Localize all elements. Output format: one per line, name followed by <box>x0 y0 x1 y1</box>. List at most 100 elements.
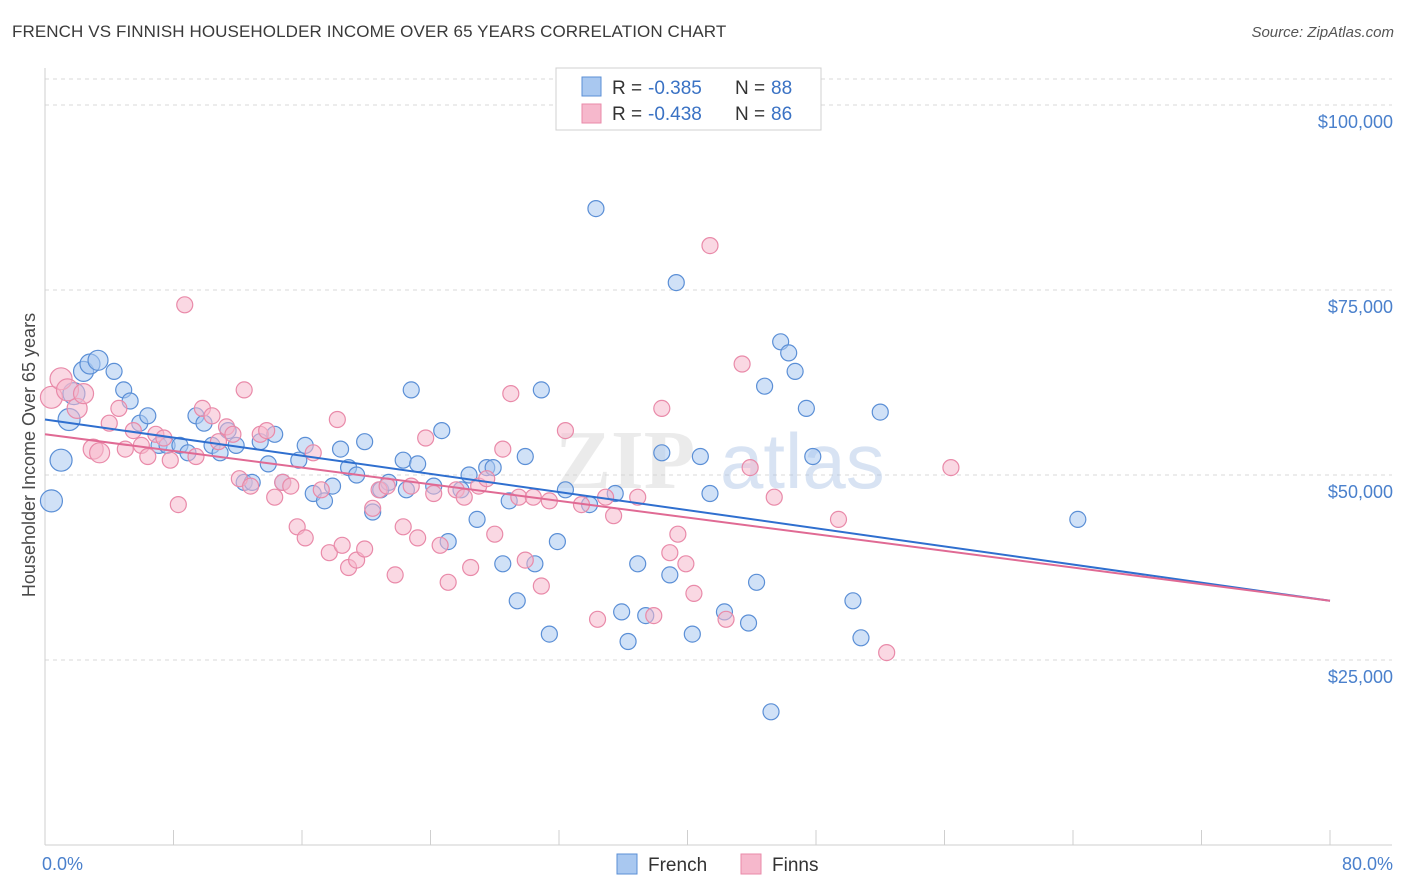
point-french <box>468 510 486 529</box>
point-finns <box>333 536 351 554</box>
point-french <box>356 433 374 451</box>
point-finns <box>161 451 179 469</box>
trend-layer <box>44 418 1331 602</box>
point-french <box>331 440 350 458</box>
point-french <box>540 625 558 643</box>
point-finns <box>296 529 314 547</box>
point-finns <box>431 536 449 554</box>
point-finns <box>478 470 496 488</box>
point-french <box>394 451 412 469</box>
trend-line-finns <box>44 433 1331 602</box>
point-french <box>653 444 671 462</box>
point-finns <box>717 610 735 628</box>
point-finns <box>282 477 300 495</box>
point-finns <box>176 296 194 314</box>
point-french <box>871 403 889 421</box>
point-finns <box>629 488 647 506</box>
point-finns <box>588 610 607 628</box>
point-french <box>87 349 109 371</box>
point-finns <box>242 477 260 495</box>
point-finns <box>556 422 575 440</box>
point-french <box>852 629 870 647</box>
point-french <box>613 603 631 621</box>
point-finns <box>209 433 228 451</box>
point-finns <box>169 496 187 514</box>
point-finns <box>425 484 443 503</box>
point-french <box>739 614 758 632</box>
point-finns <box>394 518 412 536</box>
point-finns <box>532 577 550 595</box>
point-finns <box>224 425 242 443</box>
point-finns <box>235 381 253 399</box>
bottom-legend-swatch-finns <box>740 853 762 875</box>
point-french <box>619 632 637 651</box>
point-finns <box>139 447 157 466</box>
point-finns <box>942 459 960 477</box>
point-finns <box>653 399 671 417</box>
point-finns <box>417 429 435 447</box>
point-finns <box>741 459 759 477</box>
point-french <box>691 447 709 466</box>
legend-n-label-french: N = <box>735 78 765 99</box>
point-finns <box>258 422 276 440</box>
point-french <box>661 566 679 584</box>
point-finns <box>356 540 374 558</box>
point-finns <box>328 410 346 429</box>
point-french <box>494 555 512 573</box>
legend-n-value-french: 88 <box>771 78 792 99</box>
point-french <box>629 555 647 573</box>
point-french <box>105 362 123 380</box>
point-french <box>508 592 526 610</box>
legend-r-label-finns: R = <box>612 104 642 125</box>
point-finns <box>685 584 703 603</box>
point-french <box>409 455 427 473</box>
point-french <box>587 200 605 218</box>
legend-r-value-french: -0.385 <box>648 78 702 99</box>
point-finns <box>733 355 751 373</box>
point-finns <box>203 407 221 425</box>
point-finns <box>455 488 473 506</box>
point-french <box>797 399 815 417</box>
legend-r-label-french: R = <box>612 78 642 99</box>
x-tick-label-max: 80.0% <box>1342 854 1393 874</box>
y-tick-label: $50,000 <box>1328 482 1393 502</box>
legend-swatch-french <box>581 76 602 97</box>
point-finns <box>439 573 457 591</box>
axes-layer: $25,000 $50,000 $75,000 $100,000 0.0% 80.0% <box>42 68 1393 874</box>
point-french <box>701 484 719 503</box>
point-finns <box>486 525 504 543</box>
point-finns <box>312 481 330 499</box>
point-finns <box>878 643 896 662</box>
top-legend: R = -0.385 N = 88 R = -0.438 N = 86 <box>555 67 822 131</box>
point-french <box>516 447 534 466</box>
point-french <box>844 592 862 610</box>
point-finns <box>765 488 783 506</box>
point-french <box>1069 510 1087 529</box>
bottom-legend-swatch-french <box>616 853 638 875</box>
bottom-legend-label-finns: Finns <box>772 855 818 876</box>
point-finns <box>494 440 512 458</box>
point-finns <box>187 447 205 466</box>
x-tick-label-min: 0.0% <box>42 854 83 874</box>
chart-source: Source: ZipAtlas.com <box>1251 24 1394 41</box>
point-finns <box>661 544 679 562</box>
point-finns <box>364 499 382 517</box>
legend-n-value-finns: 86 <box>771 104 792 125</box>
point-finns <box>462 558 480 577</box>
point-finns <box>89 442 111 464</box>
point-finns <box>266 488 284 506</box>
point-french <box>39 489 64 513</box>
trend-line-french <box>44 418 1331 602</box>
point-finns <box>110 399 128 417</box>
point-finns <box>378 477 396 495</box>
point-finns <box>516 551 534 569</box>
point-finns <box>72 383 95 405</box>
point-french <box>532 381 550 399</box>
point-french <box>786 362 804 380</box>
point-french <box>780 344 798 362</box>
point-french <box>548 532 566 551</box>
point-finns <box>605 507 623 525</box>
chart-title: FRENCH VS FINNISH HOUSEHOLDER INCOME OVE… <box>12 22 727 41</box>
point-finns <box>829 510 848 529</box>
